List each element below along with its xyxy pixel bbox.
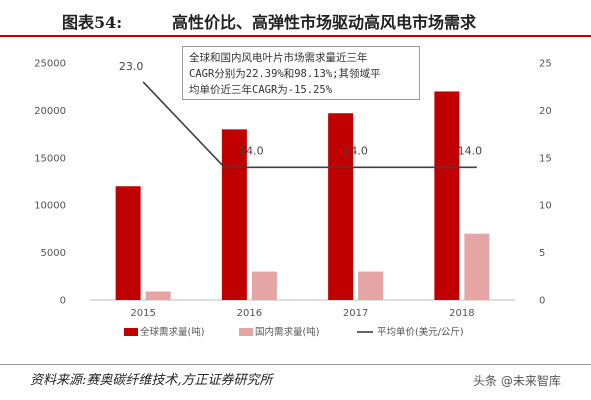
price-data-label: 23.0 (119, 60, 144, 73)
right-axis-tick-label: 20 (539, 106, 552, 117)
x-axis-tick-label: 2018 (449, 308, 474, 319)
watermark: 头条 @未来智库 (473, 374, 561, 388)
left-axis-tick-label: 20000 (34, 106, 66, 117)
x-axis-tick-label: 2015 (130, 308, 155, 319)
x-axis-tick-label: 2016 (237, 308, 262, 319)
price-data-label: 14.0 (343, 144, 368, 157)
domestic-demand-bar (464, 233, 490, 300)
annotation-line: 全球和国内风电叶片市场需求量近三年 (189, 52, 368, 64)
figure-header: 图表54: 高性价比、高弹性市场驱动高风电市场需求 (0, 0, 591, 40)
global-demand-bar (434, 91, 460, 300)
left-axis-tick-label: 0 (60, 296, 66, 307)
domestic-demand-bar (358, 271, 384, 300)
figure-title: 高性价比、高弹性市场驱动高风电市场需求 (172, 13, 477, 32)
annotation-line: CAGR分别为22.39%和98.13%;其领域平 (189, 68, 381, 80)
left-axis-tick-label: 10000 (34, 201, 66, 212)
average-price-line (142, 81, 477, 169)
legend-price-label: 平均单价(美元/公斤) (377, 326, 464, 338)
domestic-demand-bar (145, 291, 171, 300)
global-demand-bar (328, 113, 354, 300)
left-axis-tick-label: 25000 (34, 59, 66, 70)
x-axis-tick-label: 2017 (343, 308, 368, 319)
legend-global-label: 全球需求量(吨) (140, 326, 204, 338)
global-demand-bar (221, 129, 247, 300)
chart-area: 0 5000 10000 15000 20000 25000 0 5 10 15 20 25 2015 2… (34, 59, 552, 339)
domestic-demand-bar (251, 271, 277, 300)
figure-label: 图表54: (62, 13, 123, 32)
right-axis-tick-label: 15 (539, 153, 552, 164)
price-data-label: 14.0 (458, 144, 483, 157)
left-axis-tick-label: 15000 (34, 153, 66, 164)
legend-domestic-label: 国内需求量(吨) (255, 326, 319, 338)
right-axis-tick-label: 25 (539, 59, 552, 70)
header-rule (0, 35, 591, 37)
source-note: 资料来源:赛奥碳纤维技术,方正证券研究所 (30, 373, 273, 388)
price-data-label: 14.0 (239, 144, 264, 157)
legend-global-swatch (124, 328, 138, 336)
cagr-annotation-box: 全球和国内风电叶片市场需求量近三年 CAGR分别为22.39%和98.13%;其… (182, 46, 420, 100)
right-axis-tick-label: 0 (539, 296, 545, 307)
legend-domestic-swatch (239, 328, 253, 336)
global-demand-bar (115, 186, 141, 300)
left-axis-tick-label: 5000 (41, 248, 66, 259)
footer-rule (0, 364, 591, 365)
right-axis-tick-label: 10 (539, 201, 552, 212)
annotation-line: 均单价近三年CAGR为-15.25% (189, 84, 333, 96)
right-axis-tick-label: 5 (539, 248, 545, 259)
